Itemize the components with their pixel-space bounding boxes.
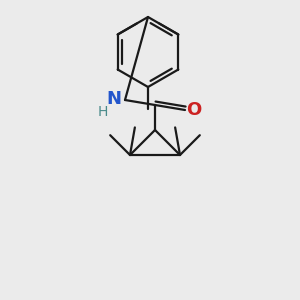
Text: O: O: [186, 101, 202, 119]
Text: N: N: [106, 90, 122, 108]
Text: H: H: [98, 105, 108, 119]
